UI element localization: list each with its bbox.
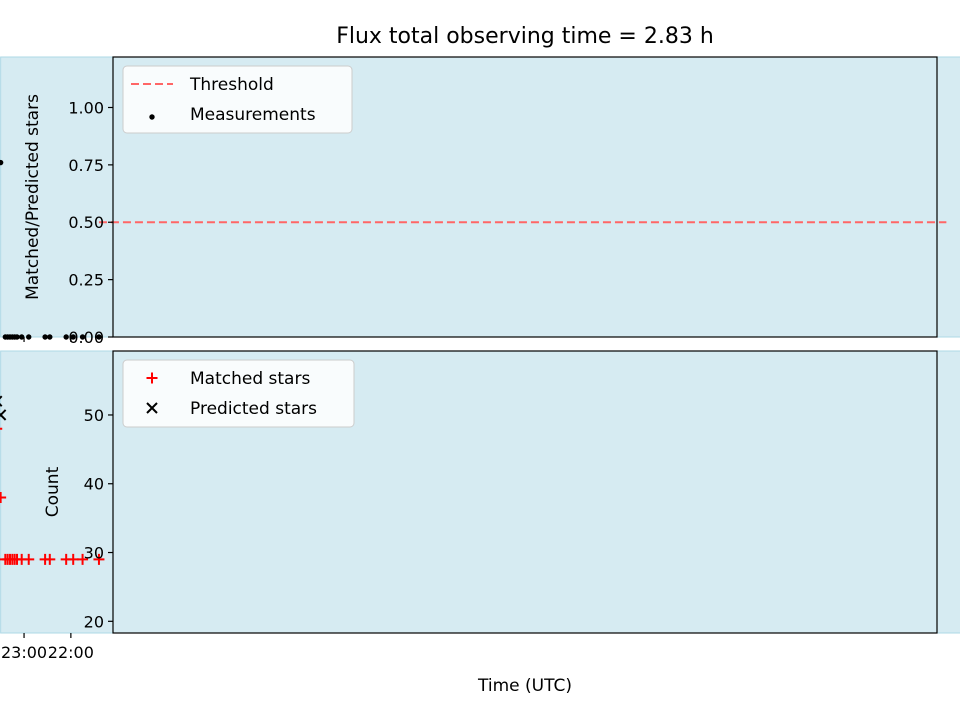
legend-entry-label: Predicted stars	[190, 399, 317, 419]
legend-entry-label: Matched stars	[190, 369, 310, 389]
predicted-star-marker	[0, 395, 3, 407]
measurement-point	[0, 159, 4, 166]
measurement-point	[2, 334, 9, 340]
y-axis-label: Matched/Predicted stars	[23, 94, 43, 300]
matched-star-marker	[77, 553, 89, 565]
measurement-point	[42, 334, 48, 340]
legend: Matched stars Predicted stars	[122, 359, 355, 428]
y-axis-label: Count	[43, 466, 63, 517]
bottom-panel: 2030405022:0023:0000:0001:0002:0003:00Co…	[0, 350, 960, 662]
measurement-point	[47, 334, 53, 340]
y-tick-label: 30	[84, 544, 104, 563]
chart-title: Flux total observing time = 2.83 h	[336, 24, 714, 49]
axes-frame	[112, 56, 938, 338]
measurement-point	[79, 334, 86, 340]
matched-star-marker	[0, 492, 7, 504]
y-tick-label: 40	[84, 475, 104, 494]
y-tick-label: 0.00	[68, 328, 104, 347]
legend: Threshold Measurements	[122, 65, 353, 134]
matched-star-marker	[0, 427, 3, 430]
legend-entry-label: Measurements	[190, 105, 316, 125]
x-tick-label: 23:00	[1, 643, 47, 662]
x-axis-label: Time (UTC)	[477, 676, 572, 696]
y-tick-label: 50	[84, 406, 104, 425]
top-panel: 0.00 0.25 0.50 0.75 1.00 Matched/Predicted st…	[0, 56, 960, 347]
matched-star-marker	[93, 553, 105, 565]
matched-star-marker	[60, 553, 72, 565]
y-tick-label: 1.00	[68, 98, 104, 117]
y-tick-label: 0.25	[68, 271, 104, 290]
legend-matched-swatch	[146, 372, 158, 384]
measurement-point	[19, 334, 25, 340]
axes-frame	[112, 350, 938, 634]
y-tick-label: 0.50	[68, 213, 104, 232]
measurement-point	[70, 334, 76, 340]
measurement-point	[26, 334, 32, 340]
measurement-point	[96, 334, 102, 340]
legend-predicted-swatch	[146, 402, 158, 414]
predicted-star-marker	[0, 409, 7, 421]
measurement-point	[63, 334, 69, 340]
legend-measurement-swatch	[149, 114, 155, 120]
y-tick-label: 20	[84, 612, 104, 631]
y-tick-label: 0.75	[68, 156, 104, 175]
matched-star-marker	[0, 553, 11, 565]
x-tick-label: 22:00	[48, 643, 94, 662]
matched-star-marker	[39, 553, 51, 565]
legend-box	[122, 65, 353, 134]
legend-box	[122, 359, 355, 428]
legend-entry-label: Threshold	[189, 75, 274, 95]
